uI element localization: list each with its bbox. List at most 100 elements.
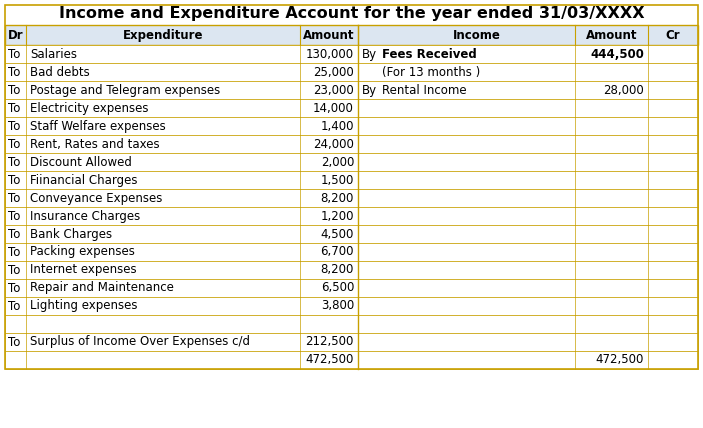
Bar xyxy=(358,279,698,297)
Text: Rental Income: Rental Income xyxy=(382,83,467,96)
Bar xyxy=(5,45,358,63)
Bar xyxy=(5,99,358,117)
Text: Repair and Maintenance: Repair and Maintenance xyxy=(30,282,174,294)
Text: To: To xyxy=(8,336,20,348)
Text: 444,500: 444,500 xyxy=(590,48,644,60)
Text: Insurance Charges: Insurance Charges xyxy=(30,209,141,223)
Text: To: To xyxy=(8,137,20,151)
Text: Bad debts: Bad debts xyxy=(30,65,90,78)
Bar xyxy=(358,153,698,171)
Text: 130,000: 130,000 xyxy=(306,48,354,60)
Bar xyxy=(5,225,358,243)
Bar xyxy=(5,117,358,135)
Bar xyxy=(358,45,698,63)
Text: Fees Received: Fees Received xyxy=(382,48,477,60)
Text: Conveyance Expenses: Conveyance Expenses xyxy=(30,191,162,205)
Bar xyxy=(358,261,698,279)
Bar xyxy=(5,243,358,261)
Text: 8,200: 8,200 xyxy=(321,191,354,205)
Text: 472,500: 472,500 xyxy=(306,354,354,366)
Text: To: To xyxy=(8,173,20,187)
Text: To: To xyxy=(8,300,20,312)
Bar xyxy=(5,63,358,81)
Bar xyxy=(358,117,698,135)
Bar xyxy=(5,351,358,369)
Bar xyxy=(5,153,358,171)
Text: Electricity expenses: Electricity expenses xyxy=(30,101,148,115)
Bar xyxy=(5,81,358,99)
Text: 1,400: 1,400 xyxy=(321,119,354,133)
Bar xyxy=(5,315,358,333)
Text: To: To xyxy=(8,83,20,96)
Text: To: To xyxy=(8,228,20,241)
Bar xyxy=(358,333,698,351)
Text: 472,500: 472,500 xyxy=(595,354,644,366)
Text: By: By xyxy=(362,48,377,60)
Bar xyxy=(5,25,698,45)
Text: Surplus of Income Over Expenses c/d: Surplus of Income Over Expenses c/d xyxy=(30,336,250,348)
Text: To: To xyxy=(8,246,20,259)
Text: Expenditure: Expenditure xyxy=(123,29,203,42)
Text: 6,700: 6,700 xyxy=(321,246,354,259)
Text: To: To xyxy=(8,119,20,133)
Text: To: To xyxy=(8,101,20,115)
Text: To: To xyxy=(8,264,20,276)
Bar xyxy=(358,351,698,369)
Bar xyxy=(358,243,698,261)
Text: 3,800: 3,800 xyxy=(321,300,354,312)
Text: Salaries: Salaries xyxy=(30,48,77,60)
Bar xyxy=(358,99,698,117)
Text: Postage and Telegram expenses: Postage and Telegram expenses xyxy=(30,83,220,96)
Bar xyxy=(358,189,698,207)
Bar xyxy=(358,225,698,243)
Bar xyxy=(358,81,698,99)
Text: To: To xyxy=(8,65,20,78)
Text: Bank Charges: Bank Charges xyxy=(30,228,112,241)
Bar xyxy=(5,279,358,297)
Text: To: To xyxy=(8,191,20,205)
Text: Lighting expenses: Lighting expenses xyxy=(30,300,138,312)
Text: To: To xyxy=(8,282,20,294)
Text: Staff Welfare expenses: Staff Welfare expenses xyxy=(30,119,166,133)
Bar xyxy=(358,63,698,81)
Text: 8,200: 8,200 xyxy=(321,264,354,276)
Text: Cr: Cr xyxy=(666,29,681,42)
Text: 4,500: 4,500 xyxy=(321,228,354,241)
Text: Fiinancial Charges: Fiinancial Charges xyxy=(30,173,138,187)
Text: 1,500: 1,500 xyxy=(321,173,354,187)
Text: 6,500: 6,500 xyxy=(321,282,354,294)
Text: 1,200: 1,200 xyxy=(321,209,354,223)
Text: To: To xyxy=(8,48,20,60)
Bar xyxy=(5,189,358,207)
Text: By: By xyxy=(362,83,377,96)
Bar xyxy=(5,333,358,351)
Bar xyxy=(5,207,358,225)
Text: 25,000: 25,000 xyxy=(314,65,354,78)
Text: 212,500: 212,500 xyxy=(306,336,354,348)
Bar xyxy=(358,297,698,315)
Text: To: To xyxy=(8,155,20,169)
Text: Amount: Amount xyxy=(303,29,355,42)
Bar xyxy=(5,261,358,279)
Text: Internet expenses: Internet expenses xyxy=(30,264,136,276)
Bar xyxy=(358,135,698,153)
Bar xyxy=(358,315,698,333)
Bar xyxy=(5,135,358,153)
Bar xyxy=(358,207,698,225)
Bar xyxy=(5,297,358,315)
Text: Dr: Dr xyxy=(8,29,24,42)
Text: Amount: Amount xyxy=(586,29,637,42)
Text: 2,000: 2,000 xyxy=(321,155,354,169)
Text: 14,000: 14,000 xyxy=(313,101,354,115)
Text: Packing expenses: Packing expenses xyxy=(30,246,135,259)
Text: Income: Income xyxy=(453,29,501,42)
Text: 24,000: 24,000 xyxy=(313,137,354,151)
Text: 23,000: 23,000 xyxy=(314,83,354,96)
Text: To: To xyxy=(8,209,20,223)
Bar xyxy=(358,171,698,189)
Bar xyxy=(5,171,358,189)
Text: Discount Allowed: Discount Allowed xyxy=(30,155,132,169)
Text: Rent, Rates and taxes: Rent, Rates and taxes xyxy=(30,137,160,151)
Text: 28,000: 28,000 xyxy=(603,83,644,96)
Bar xyxy=(5,5,698,369)
